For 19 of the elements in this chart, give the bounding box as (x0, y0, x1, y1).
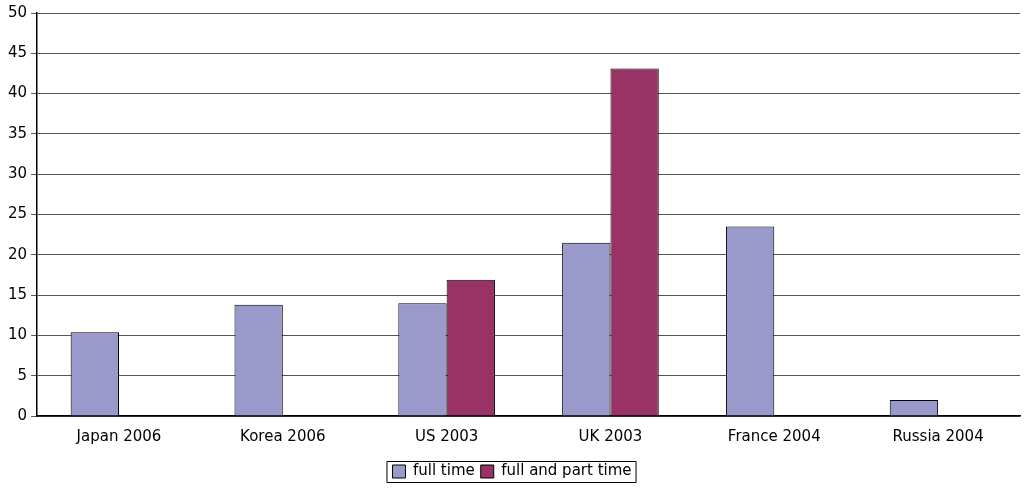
y-tick-label: 50 (7, 2, 28, 21)
x-tick-label: Korea 2006 (240, 426, 326, 445)
y-tick-label: 35 (7, 123, 28, 142)
x-tick-label: Russia 2004 (892, 426, 984, 445)
y-tick-label: 40 (7, 83, 28, 102)
x-tick-label: US 2003 (414, 426, 479, 445)
y-tick-label: 5 (17, 365, 28, 384)
y-tick-label: 20 (7, 244, 28, 263)
y-tick-label: 30 (7, 164, 28, 183)
y-tick-label: 10 (7, 325, 28, 344)
y-tick-label: 0 (17, 405, 28, 424)
x-tick-label: France 2004 (727, 426, 821, 445)
y-tick-label: 15 (7, 284, 28, 303)
y-tick-label: 45 (7, 43, 28, 62)
legend-label: full time (412, 461, 475, 480)
legend-label: full and part time (501, 461, 632, 480)
x-tick-label: UK 2003 (578, 426, 643, 445)
y-tick-label: 25 (7, 204, 28, 223)
x-tick-label: Japan 2006 (75, 426, 162, 445)
